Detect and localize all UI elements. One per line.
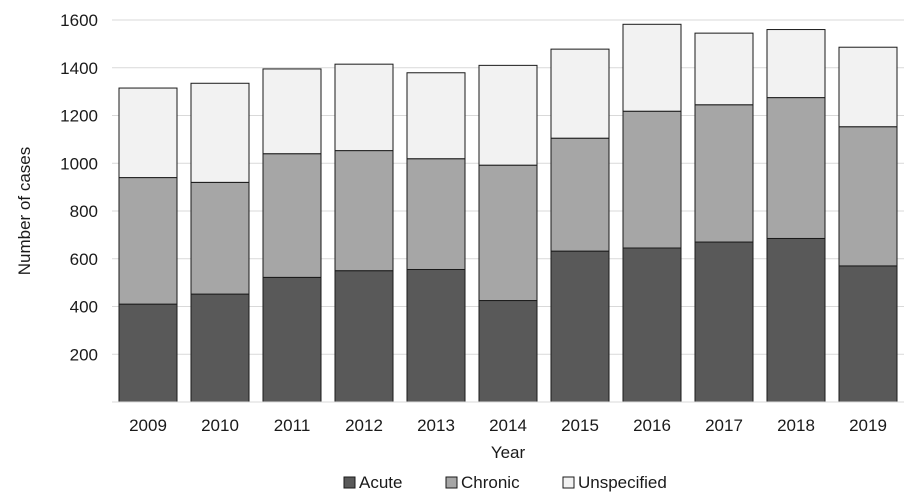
y-tick-label: 600 <box>70 250 98 269</box>
x-axis-title: Year <box>491 443 526 462</box>
x-tick-label: 2012 <box>345 416 383 435</box>
bar-segment-chronic <box>406 158 466 270</box>
legend-swatch-chronic <box>445 476 458 489</box>
bar-segment-unspecified <box>190 82 250 183</box>
y-tick-label: 1200 <box>60 107 98 126</box>
legend-label-unspecified: Unspecified <box>578 473 667 492</box>
bar-segment-chronic <box>838 126 898 267</box>
bar-segment-acute <box>766 237 826 403</box>
bar-segment-acute <box>334 270 394 403</box>
bar-segment-unspecified <box>550 48 610 139</box>
x-tick-label: 2019 <box>849 416 887 435</box>
bar-segment-acute <box>262 276 322 403</box>
bar-segment-unspecified <box>694 32 754 106</box>
bar-segment-acute <box>190 293 250 403</box>
legend-swatch-unspecified <box>562 476 575 489</box>
legend-swatch-acute <box>343 476 356 489</box>
y-tick-label: 1600 <box>60 11 98 30</box>
y-tick-label: 400 <box>70 298 98 317</box>
bar-segment-chronic <box>550 137 610 252</box>
bars <box>118 23 898 403</box>
x-tick-label: 2013 <box>417 416 455 435</box>
legend-label-chronic: Chronic <box>461 473 520 492</box>
legend-label-acute: Acute <box>359 473 402 492</box>
bar-segment-unspecified <box>262 68 322 155</box>
bar-segment-unspecified <box>478 64 538 166</box>
bar-segment-chronic <box>334 150 394 272</box>
bar-segment-acute <box>406 268 466 403</box>
bar-segment-unspecified <box>406 72 466 160</box>
bar-segment-acute <box>694 241 754 403</box>
y-tick-label: 200 <box>70 345 98 364</box>
bar-segment-acute <box>622 247 682 403</box>
bar-segment-chronic <box>262 153 322 278</box>
x-tick-label: 2017 <box>705 416 743 435</box>
y-axis-title: Number of cases <box>15 147 34 276</box>
bar-segment-acute <box>838 265 898 403</box>
bar-segment-chronic <box>118 177 178 305</box>
y-axis-ticks: 200 400 600 800 1000 1200 1400 1600 <box>60 11 98 364</box>
x-axis-ticks: 2009 2010 2011 2012 2013 2014 2015 2016 2017 2018… <box>129 416 887 435</box>
bar-segment-acute <box>550 250 610 403</box>
legend: Acute Chronic Unspecified <box>343 473 667 492</box>
bar-segment-chronic <box>694 104 754 243</box>
x-tick-label: 2015 <box>561 416 599 435</box>
bar-segment-chronic <box>190 181 250 295</box>
x-tick-label: 2009 <box>129 416 167 435</box>
bar-segment-unspecified <box>118 87 178 179</box>
bar-segment-unspecified <box>334 63 394 152</box>
bar-segment-acute <box>478 300 538 403</box>
x-tick-label: 2014 <box>489 416 527 435</box>
x-tick-label: 2018 <box>777 416 815 435</box>
x-tick-label: 2010 <box>201 416 239 435</box>
bar-segment-chronic <box>622 110 682 249</box>
bar-segment-unspecified <box>622 23 682 112</box>
y-tick-label: 1000 <box>60 154 98 173</box>
x-tick-label: 2016 <box>633 416 671 435</box>
bar-segment-chronic <box>478 164 538 302</box>
bar-segment-unspecified <box>766 29 826 99</box>
y-tick-label: 1400 <box>60 59 98 78</box>
y-tick-label: 800 <box>70 202 98 221</box>
bar-segment-unspecified <box>838 46 898 128</box>
bar-segment-acute <box>118 303 178 403</box>
x-tick-label: 2011 <box>274 416 311 435</box>
bar-segment-chronic <box>766 97 826 239</box>
